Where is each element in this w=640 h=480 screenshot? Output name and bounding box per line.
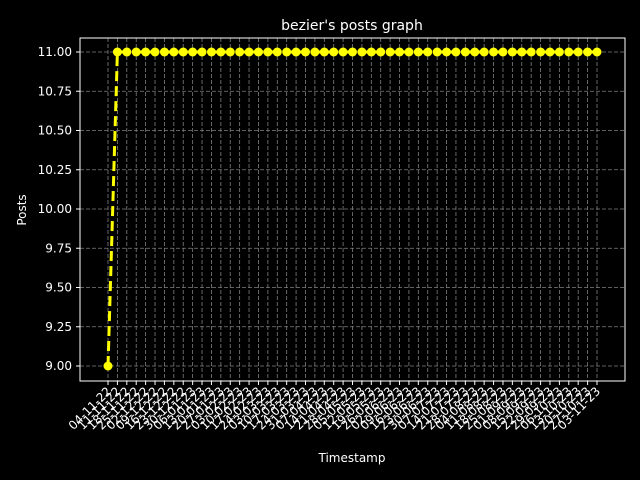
data-point	[507, 47, 517, 57]
data-point	[338, 47, 348, 57]
y-tick-label: 9.00	[45, 359, 72, 373]
plot-frame	[79, 37, 626, 382]
y-axis-label: Posts	[15, 194, 29, 225]
y-tick-label: 10.25	[38, 163, 72, 177]
data-point	[225, 47, 235, 57]
data-point	[159, 47, 169, 57]
data-point	[300, 47, 310, 57]
data-point	[131, 47, 141, 57]
data-point	[103, 361, 113, 371]
data-point	[244, 47, 254, 57]
data-point	[329, 47, 339, 57]
data-point	[460, 47, 470, 57]
data-point	[253, 47, 263, 57]
data-point	[178, 47, 188, 57]
data-point	[357, 47, 367, 57]
data-point	[517, 47, 527, 57]
data-point	[395, 47, 405, 57]
data-point	[122, 47, 132, 57]
data-point	[489, 47, 499, 57]
data-point	[188, 47, 198, 57]
y-tick-label: 9.50	[45, 281, 72, 295]
data-point	[592, 47, 602, 57]
data-point	[291, 47, 301, 57]
chart-title: bezier's posts graph	[281, 18, 423, 34]
data-point	[479, 47, 489, 57]
data-point	[451, 47, 461, 57]
data-point	[526, 47, 536, 57]
data-point	[216, 47, 226, 57]
data-point	[197, 47, 207, 57]
grid-lines	[80, 38, 625, 381]
data-point	[376, 47, 386, 57]
data-point	[442, 47, 452, 57]
y-tick-label: 9.75	[45, 241, 72, 255]
data-point	[169, 47, 179, 57]
data-point	[385, 47, 395, 57]
axis-ticks: 9.00 9.25 9.50 9.75 10.00 10.25 10.50 10.75 11.0…	[38, 45, 603, 433]
posts-series	[103, 47, 602, 371]
data-point	[348, 47, 357, 57]
data-point	[536, 47, 546, 57]
data-point	[319, 47, 329, 57]
data-point	[498, 47, 508, 57]
data-point	[366, 47, 376, 57]
data-point	[413, 47, 423, 57]
y-tick-label: 11.00	[38, 45, 72, 59]
data-point	[554, 47, 564, 57]
data-point	[545, 47, 555, 57]
data-point	[206, 47, 216, 57]
data-point	[432, 47, 442, 57]
y-tick-label: 9.25	[45, 320, 72, 334]
data-point	[141, 47, 151, 57]
data-point	[310, 47, 320, 57]
x-axis-label: Timestamp	[318, 451, 386, 465]
data-point	[112, 47, 122, 57]
data-point	[150, 47, 160, 57]
y-tick-label: 10.00	[38, 202, 72, 216]
y-tick-label: 10.50	[38, 124, 72, 138]
data-point	[235, 47, 245, 57]
y-tick-label: 10.75	[38, 84, 72, 98]
data-point	[263, 47, 273, 57]
data-point	[583, 47, 593, 57]
data-point	[282, 47, 292, 57]
data-point	[573, 47, 583, 57]
data-point	[423, 47, 433, 57]
data-point	[272, 47, 282, 57]
data-point	[564, 47, 574, 57]
data-point	[470, 47, 480, 57]
data-point	[404, 47, 414, 57]
